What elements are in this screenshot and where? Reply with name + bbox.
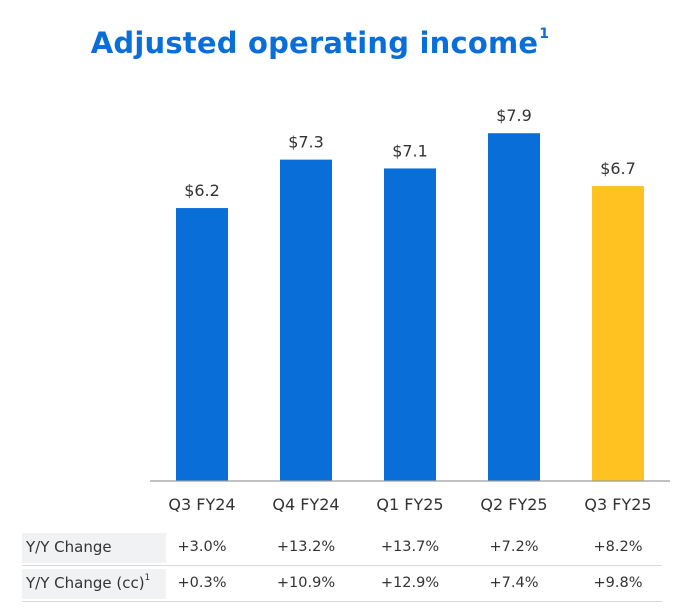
table-cell: +10.9% (276, 575, 336, 591)
table-cell: +12.9% (380, 575, 440, 591)
row-divider (22, 565, 662, 566)
table-cell: +7.2% (489, 539, 539, 555)
bar (592, 186, 644, 482)
bar (384, 168, 436, 482)
table-cell: +13.7% (380, 539, 440, 555)
data-label: $7.1 (392, 141, 428, 160)
table-cell: +7.4% (489, 575, 539, 591)
row-label-text: Y/Y Change (cc) (26, 574, 145, 592)
data-label: $6.2 (184, 181, 220, 200)
data-label: $7.9 (496, 106, 532, 125)
x-tick-label: Q2 FY25 (480, 495, 547, 514)
bar (280, 159, 332, 481)
table-cell: +0.3% (177, 575, 227, 591)
data-label: $7.3 (288, 133, 324, 152)
x-tick-label: Q4 FY24 (272, 495, 339, 514)
row-label: Y/Y Change (cc)1 (26, 573, 151, 592)
table-cell: +9.8% (593, 575, 643, 591)
row-label-text: Y/Y Change (26, 538, 112, 556)
chart-title: Adjusted operating income1 (0, 26, 640, 60)
x-tick-label: Q3 FY25 (584, 495, 651, 514)
x-tick-label: Q3 FY24 (168, 495, 235, 514)
table-cell: +3.0% (177, 539, 227, 555)
row-label-background (22, 569, 166, 599)
table-cell: +8.2% (593, 539, 643, 555)
x-tick-label: Q1 FY25 (376, 495, 443, 514)
row-label-footnote: 1 (144, 573, 151, 583)
row-label-background (22, 533, 166, 563)
row-label: Y/Y Change (26, 538, 112, 556)
data-label: $6.7 (600, 159, 636, 178)
row-divider (22, 601, 662, 602)
bar (176, 208, 228, 481)
bar-chart: $6.2 Q3 FY24 $7.3 Q4 FY24 $7.1 Q1 FY25 $7.9 Q2 … (150, 106, 670, 514)
title-footnote: 1 (539, 26, 550, 43)
chart-title-text: Adjusted operating income (90, 26, 539, 60)
bar (488, 133, 540, 481)
table-cell: +13.2% (276, 539, 336, 555)
